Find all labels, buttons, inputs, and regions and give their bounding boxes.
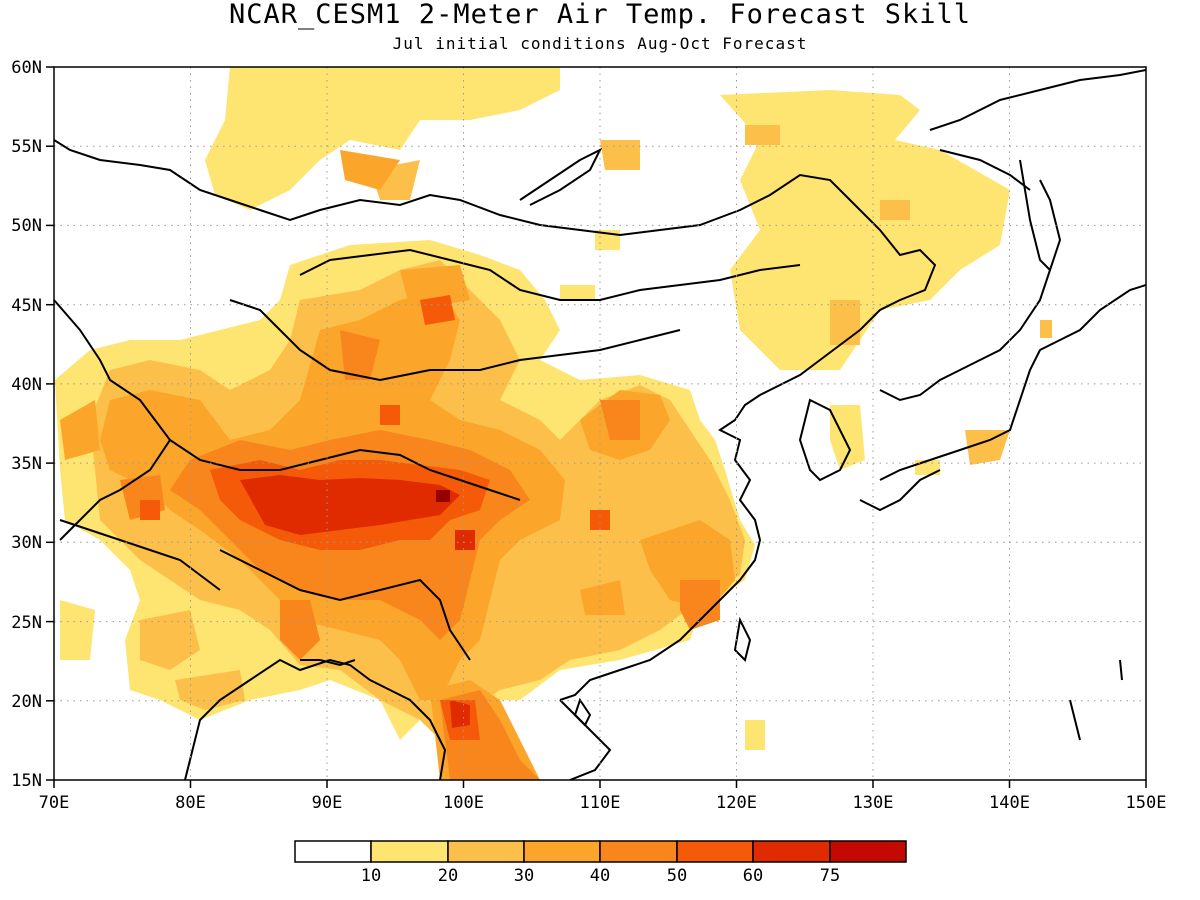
lon-label: 130E: [853, 793, 894, 813]
colorbar-swatch: [829, 840, 907, 863]
lon-label: 80E: [175, 793, 206, 813]
lat-label: 20N: [11, 692, 42, 712]
coastline: [54, 69, 1146, 780]
lon-label: 110E: [580, 793, 621, 813]
colorbar-label: 10: [361, 866, 381, 886]
lat-label: 45N: [11, 296, 42, 316]
lat-label: 60N: [11, 58, 42, 78]
lon-label: 150E: [1126, 793, 1167, 813]
colorbar-swatch: [752, 840, 831, 863]
graticule: [54, 67, 1146, 780]
lat-label: 55N: [11, 137, 42, 157]
colorbar-swatch: [294, 840, 372, 863]
lat-label: 40N: [11, 375, 42, 395]
lat-label: 35N: [11, 454, 42, 474]
colorbar-swatch: [676, 840, 754, 863]
lon-label: 100E: [443, 793, 484, 813]
lat-label: 30N: [11, 533, 42, 553]
lon-label: 140E: [989, 793, 1030, 813]
colorbar-swatch: [447, 840, 525, 863]
skill-field: [55, 67, 1052, 780]
lat-label: 50N: [11, 216, 42, 236]
lat-label: 25N: [11, 613, 42, 633]
colorbar-label: 50: [667, 866, 687, 886]
colorbar-label: 40: [590, 866, 610, 886]
colorbar: 10 20 30 40 50 60 75: [294, 840, 907, 886]
colorbar-label: 60: [743, 866, 763, 886]
lon-label: 70E: [39, 793, 70, 813]
colorbar-label: 30: [514, 866, 534, 886]
colorbar-swatch: [523, 840, 601, 863]
lat-label: 15N: [11, 771, 42, 791]
lon-label: 90E: [312, 793, 343, 813]
map-subtitle: Jul initial conditions Aug-Oct Forecast: [392, 34, 808, 53]
axis-ticks: [46, 66, 1147, 788]
colorbar-swatch: [370, 840, 449, 863]
map-title: NCAR_CESM1 2-Meter Air Temp. Forecast Sk…: [229, 0, 971, 30]
colorbar-swatch: [599, 840, 678, 863]
lon-label: 120E: [716, 793, 757, 813]
colorbar-label: 75: [820, 866, 840, 886]
colorbar-label: 20: [438, 866, 458, 886]
